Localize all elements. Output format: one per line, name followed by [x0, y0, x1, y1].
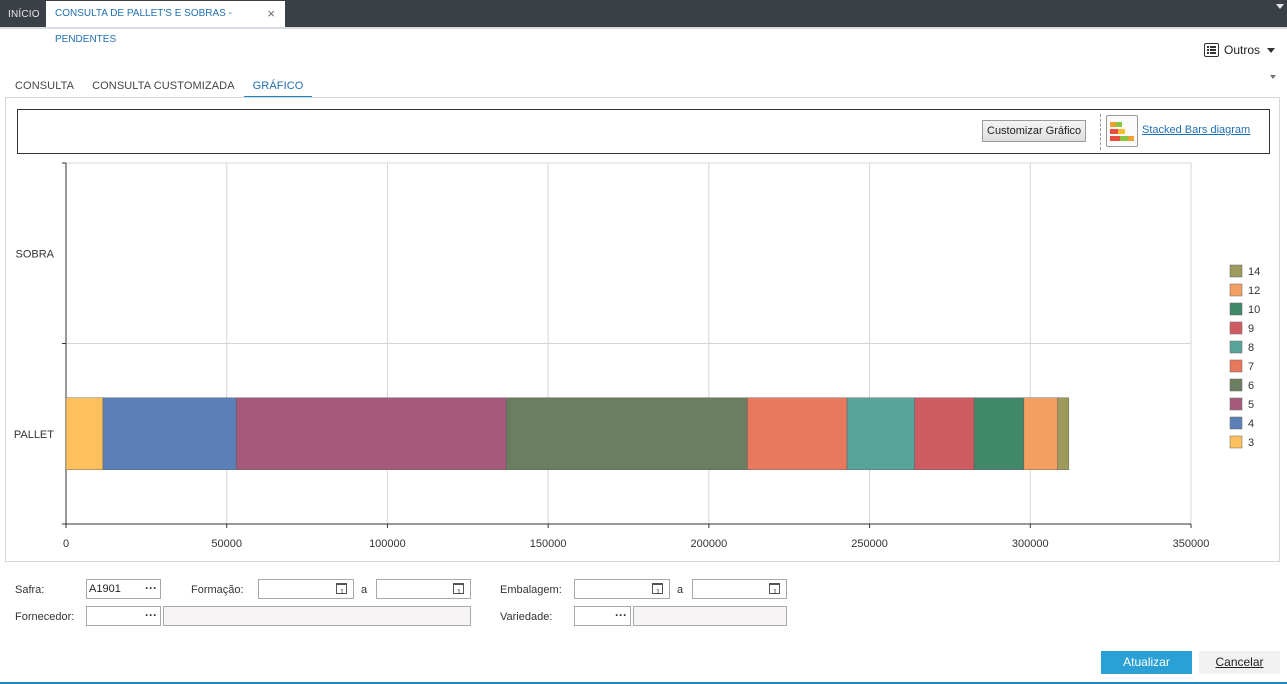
- x-tick-label: 300000: [1012, 538, 1049, 550]
- bar-segment-3: [65, 397, 104, 470]
- cancelar-button[interactable]: Cancelar: [1199, 651, 1280, 674]
- tab-bar: INÍCIO CONSULTA DE PALLET'S E SOBRAS - P…: [0, 0, 1287, 45]
- legend-swatch-10: [1229, 302, 1243, 316]
- tab-label: CONSULTA DE PALLET'S E SOBRAS - PENDENTE…: [55, 8, 232, 45]
- legend-label: 5: [1248, 399, 1254, 411]
- x-tick-label: 100000: [369, 538, 406, 550]
- chart-toolbar: Customizar Gráfico Stacked Bars diagram: [17, 109, 1270, 154]
- embalagem-label: Embalagem:: [500, 584, 562, 596]
- tab-consulta-customizada[interactable]: CONSULTA CUSTOMIZADA: [92, 80, 235, 92]
- outros-label: Outros: [1224, 43, 1261, 57]
- chevron-down-icon: [1267, 47, 1276, 53]
- legend-label: 9: [1248, 323, 1254, 335]
- separator: [1100, 114, 1101, 150]
- fornecedor-input[interactable]: ···: [86, 606, 161, 626]
- legend-label: 6: [1248, 380, 1254, 392]
- tab-home[interactable]: INÍCIO: [8, 9, 40, 20]
- legend-label: 14: [1248, 266, 1260, 278]
- atualizar-button[interactable]: Atualizar: [1101, 651, 1192, 674]
- formacao-start-input[interactable]: [258, 579, 354, 602]
- tab-consulta-pallets[interactable]: CONSULTA DE PALLET'S E SOBRAS - PENDENTE…: [46, 1, 285, 45]
- x-tick-label: 150000: [530, 538, 567, 550]
- y-category-label: PALLET: [14, 429, 54, 441]
- legend-label: 8: [1248, 342, 1254, 354]
- divider: [0, 27, 1287, 29]
- chart-panel: Customizar Gráfico Stacked Bars diagram: [5, 97, 1280, 562]
- safra-value: A1901: [89, 583, 121, 595]
- variedade-input[interactable]: ···: [574, 606, 631, 626]
- x-tick-label: 350000: [1173, 538, 1210, 550]
- x-tick-label: 200000: [690, 538, 727, 550]
- bar-segment-8: [846, 397, 915, 470]
- variedade-label: Variedade:: [500, 611, 553, 623]
- stacked-bars-diagram-link[interactable]: Stacked Bars diagram: [1142, 124, 1251, 136]
- legend-swatch-3: [1229, 435, 1243, 449]
- lookup-icon[interactable]: ···: [615, 608, 627, 622]
- legend-label: 3: [1248, 437, 1254, 449]
- legend-label: 4: [1248, 418, 1254, 430]
- legend-label: 7: [1248, 361, 1254, 373]
- legend-swatch-5: [1229, 397, 1243, 411]
- x-tick-label: 0: [63, 538, 69, 550]
- calendar-icon[interactable]: [769, 583, 780, 602]
- tab-consulta[interactable]: CONSULTA: [15, 80, 75, 92]
- variedade-description: [633, 606, 787, 626]
- range-a-label: a: [361, 584, 368, 596]
- x-tick-label: 50000: [211, 538, 242, 550]
- safra-label: Safra:: [15, 584, 45, 596]
- collapse-icon[interactable]: [1270, 75, 1276, 79]
- outros-menu-button[interactable]: Outros: [1204, 41, 1276, 59]
- embalagem-start-input[interactable]: [574, 579, 670, 602]
- calendar-icon[interactable]: [652, 583, 663, 602]
- legend-label: 12: [1248, 285, 1260, 297]
- range-a-label: a: [677, 584, 684, 596]
- formacao-end-input[interactable]: [376, 579, 471, 602]
- legend-swatch-7: [1229, 359, 1243, 373]
- cancelar-label: Cancelar: [1215, 655, 1264, 669]
- x-tick-label: 250000: [851, 538, 888, 550]
- lookup-icon[interactable]: ···: [145, 608, 157, 622]
- bar-segment-9: [914, 397, 975, 470]
- customize-chart-button[interactable]: Customizar Gráfico: [982, 120, 1087, 142]
- list-icon: [1204, 43, 1219, 57]
- legend-swatch-8: [1229, 340, 1243, 354]
- stacked-bars-icon[interactable]: [1106, 115, 1138, 147]
- safra-input[interactable]: A1901 ···: [86, 579, 161, 599]
- lookup-icon[interactable]: ···: [145, 581, 157, 595]
- bar-segment-6: [506, 397, 748, 470]
- fornecedor-label: Fornecedor:: [15, 611, 75, 623]
- legend-swatch-4: [1229, 416, 1243, 430]
- bar-segment-5: [236, 397, 507, 470]
- legend-label: 10: [1248, 304, 1260, 316]
- bar-segment-4: [102, 397, 237, 470]
- legend-swatch-9: [1229, 321, 1243, 335]
- fornecedor-description: [163, 606, 471, 626]
- embalagem-end-input[interactable]: [692, 579, 787, 602]
- legend-swatch-12: [1229, 283, 1243, 297]
- tab-grafico[interactable]: GRÁFICO: [243, 76, 313, 98]
- divider: [0, 682, 1287, 684]
- bar-segment-14: [1057, 397, 1070, 470]
- formacao-label: Formação:: [191, 584, 244, 596]
- bar-segment-7: [747, 397, 848, 470]
- chevron-down-icon[interactable]: [1276, 4, 1284, 9]
- subtabs: CONSULTA CONSULTA CUSTOMIZADA GRÁFICO: [6, 76, 313, 98]
- calendar-icon[interactable]: [453, 583, 464, 602]
- calendar-icon[interactable]: [336, 583, 347, 602]
- y-category-label: SOBRA: [15, 248, 54, 260]
- bar-segment-10: [973, 397, 1025, 470]
- legend-swatch-14: [1229, 264, 1243, 278]
- legend-swatch-6: [1229, 378, 1243, 392]
- bar-segment-12: [1023, 397, 1058, 470]
- close-icon[interactable]: ×: [267, 6, 275, 21]
